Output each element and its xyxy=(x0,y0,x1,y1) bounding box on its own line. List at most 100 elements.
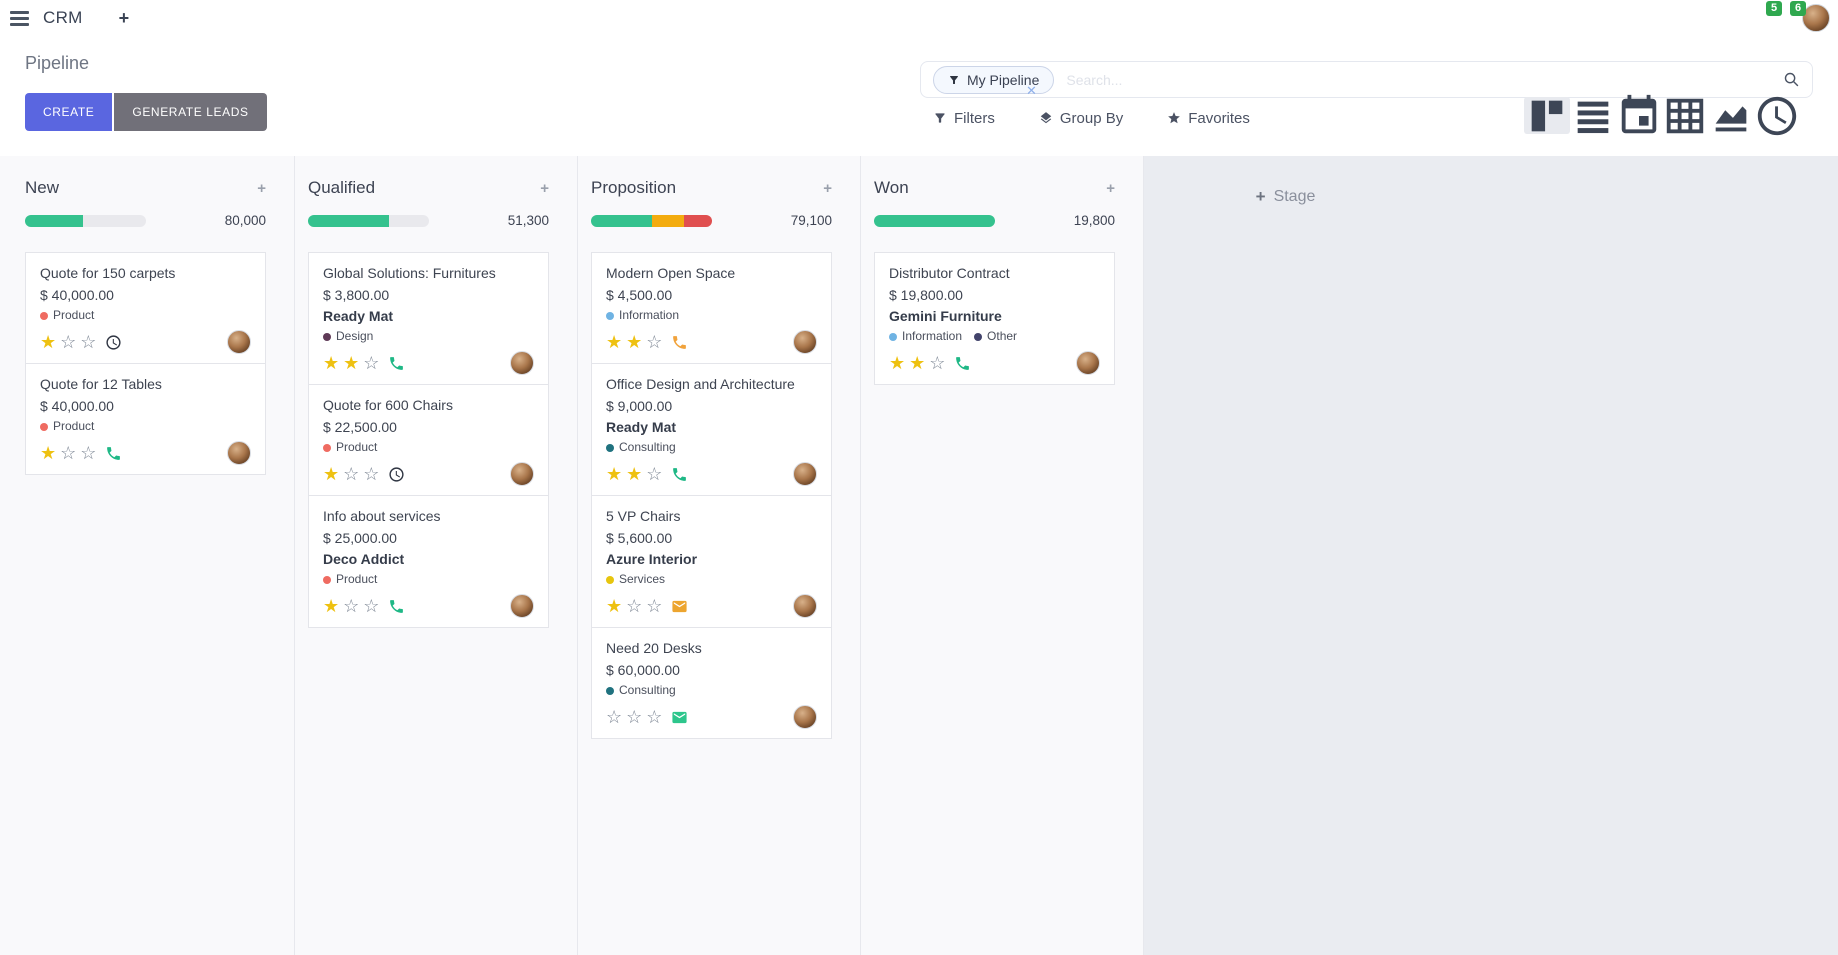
opportunity-title[interactable]: Modern Open Space xyxy=(606,265,736,281)
priority-stars[interactable]: ★ ☆ ☆ xyxy=(606,597,662,615)
priority-star-2[interactable]: ★ xyxy=(626,464,643,484)
priority-star-2[interactable]: ★ xyxy=(343,353,360,373)
progress-segment-red[interactable] xyxy=(684,214,712,227)
search-bar[interactable]: My Pipeline xyxy=(920,61,1813,98)
priority-stars[interactable]: ★ ★ ☆ xyxy=(606,333,662,351)
activity-view-button[interactable] xyxy=(1754,96,1800,135)
user-avatar[interactable] xyxy=(1802,4,1830,32)
favorites-menu[interactable]: Favorites xyxy=(1167,110,1250,127)
priority-star-1[interactable]: ★ xyxy=(40,443,57,463)
priority-star-3[interactable]: ☆ xyxy=(646,707,663,727)
opportunity-card[interactable]: Info about services $ 25,000.00 Deco Add… xyxy=(308,495,549,628)
filters-menu[interactable]: Filters xyxy=(933,110,995,127)
priority-star-2[interactable]: ☆ xyxy=(343,464,360,484)
opportunity-title[interactable]: Need 20 Desks xyxy=(606,640,702,656)
priority-star-1[interactable]: ★ xyxy=(323,353,340,373)
priority-star-1[interactable]: ★ xyxy=(606,596,623,616)
opportunity-card[interactable]: Quote for 150 carpets $ 40,000.00 Produc… xyxy=(25,252,266,364)
activity-phone-icon[interactable] xyxy=(105,445,122,462)
search-icon[interactable] xyxy=(1783,71,1800,88)
opportunity-title[interactable]: Office Design and Architecture xyxy=(606,376,795,392)
activity-envelope-icon[interactable] xyxy=(671,709,688,726)
salesperson-avatar[interactable] xyxy=(1076,351,1100,375)
priority-star-2[interactable]: ☆ xyxy=(343,596,360,616)
activity-phone-icon[interactable] xyxy=(671,466,688,483)
progress-segment-green[interactable] xyxy=(874,214,995,227)
priority-star-1[interactable]: ★ xyxy=(323,464,340,484)
progress-segment-orange[interactable] xyxy=(651,214,685,227)
salesperson-avatar[interactable] xyxy=(793,330,817,354)
stage-name[interactable]: Qualified xyxy=(308,178,376,197)
quick-add-icon[interactable]: + xyxy=(540,179,549,197)
quick-add-icon[interactable]: + xyxy=(257,179,266,197)
search-input[interactable] xyxy=(1064,70,1783,89)
priority-star-1[interactable]: ★ xyxy=(606,332,623,352)
priority-star-3[interactable]: ☆ xyxy=(80,443,97,463)
priority-stars[interactable]: ★ ★ ☆ xyxy=(606,465,662,483)
priority-star-1[interactable]: ★ xyxy=(889,353,906,373)
priority-star-3[interactable]: ☆ xyxy=(363,596,380,616)
priority-star-3[interactable]: ☆ xyxy=(363,353,380,373)
quick-add-icon[interactable]: + xyxy=(823,179,832,197)
opportunity-title[interactable]: Quote for 12 Tables xyxy=(40,376,162,392)
facet-remove-icon[interactable]: ✕ xyxy=(1026,83,1037,98)
opportunity-card[interactable]: 5 VP Chairs $ 5,600.00 Azure Interior Se… xyxy=(591,495,832,628)
priority-stars[interactable]: ★ ☆ ☆ xyxy=(40,333,96,351)
graph-view-button[interactable] xyxy=(1708,97,1754,134)
activity-envelope-icon[interactable] xyxy=(671,598,688,615)
priority-star-1[interactable]: ★ xyxy=(40,332,57,352)
priority-star-2[interactable]: ☆ xyxy=(60,443,77,463)
kanban-view-button[interactable] xyxy=(1524,97,1570,134)
priority-star-3[interactable]: ☆ xyxy=(646,464,663,484)
priority-stars[interactable]: ★ ☆ ☆ xyxy=(40,444,96,462)
priority-stars[interactable]: ★ ☆ ☆ xyxy=(323,465,379,483)
apps-menu-icon[interactable] xyxy=(10,10,29,26)
salesperson-avatar[interactable] xyxy=(510,462,534,486)
activity-phone-icon[interactable] xyxy=(388,598,405,615)
stage-name[interactable]: New xyxy=(25,178,60,197)
opportunity-card[interactable]: Global Solutions: Furnitures $ 3,800.00 … xyxy=(308,252,549,385)
priority-star-2[interactable]: ☆ xyxy=(626,707,643,727)
opportunity-title[interactable]: 5 VP Chairs xyxy=(606,508,681,524)
opportunity-title[interactable]: Info about services xyxy=(323,508,441,524)
salesperson-avatar[interactable] xyxy=(510,351,534,375)
progress-segment-green[interactable] xyxy=(25,214,84,227)
priority-star-3[interactable]: ☆ xyxy=(929,353,946,373)
priority-star-1[interactable]: ★ xyxy=(606,464,623,484)
priority-star-1[interactable]: ☆ xyxy=(606,707,623,727)
salesperson-avatar[interactable] xyxy=(793,462,817,486)
opportunity-card[interactable]: Office Design and Architecture $ 9,000.0… xyxy=(591,363,832,496)
quick-add-icon[interactable]: + xyxy=(1106,179,1115,197)
priority-star-2[interactable]: ☆ xyxy=(60,332,77,352)
list-view-button[interactable] xyxy=(1570,97,1616,134)
priority-star-2[interactable]: ★ xyxy=(909,353,926,373)
salesperson-avatar[interactable] xyxy=(510,594,534,618)
opportunity-card[interactable]: Quote for 600 Chairs $ 22,500.00 Product… xyxy=(308,384,549,496)
salesperson-avatar[interactable] xyxy=(793,705,817,729)
pivot-view-button[interactable] xyxy=(1662,97,1708,134)
opportunity-title[interactable]: Quote for 150 carpets xyxy=(40,265,176,281)
opportunity-card[interactable]: Need 20 Desks $ 60,000.00 Consulting ☆ ☆ ☆ xyxy=(591,627,832,739)
add-tab-icon[interactable]: + xyxy=(118,7,130,28)
priority-star-3[interactable]: ☆ xyxy=(363,464,380,484)
stage-name[interactable]: Won xyxy=(874,178,909,197)
search-facet-my-pipeline[interactable]: My Pipeline xyxy=(933,65,1055,94)
salesperson-avatar[interactable] xyxy=(793,594,817,618)
activity-phone-icon[interactable] xyxy=(671,334,688,351)
stage-name[interactable]: Proposition xyxy=(591,178,677,197)
opportunity-title[interactable]: Distributor Contract xyxy=(889,265,1010,281)
priority-stars[interactable]: ★ ☆ ☆ xyxy=(323,597,379,615)
app-name[interactable]: CRM xyxy=(43,8,83,27)
progress-segment-green[interactable] xyxy=(308,214,390,227)
priority-star-2[interactable]: ★ xyxy=(626,332,643,352)
progress-segment-green[interactable] xyxy=(591,214,652,227)
activity-clock-icon[interactable] xyxy=(388,466,405,483)
opportunity-card[interactable]: Distributor Contract $ 19,800.00 Gemini … xyxy=(874,252,1115,385)
salesperson-avatar[interactable] xyxy=(227,441,251,465)
generate-leads-button[interactable]: GENERATE LEADS xyxy=(114,93,267,131)
priority-star-1[interactable]: ★ xyxy=(323,596,340,616)
calendar-view-button[interactable] xyxy=(1616,94,1662,134)
group-by-menu[interactable]: Group By xyxy=(1039,110,1123,127)
priority-star-2[interactable]: ☆ xyxy=(626,596,643,616)
priority-stars[interactable]: ★ ★ ☆ xyxy=(889,354,945,372)
